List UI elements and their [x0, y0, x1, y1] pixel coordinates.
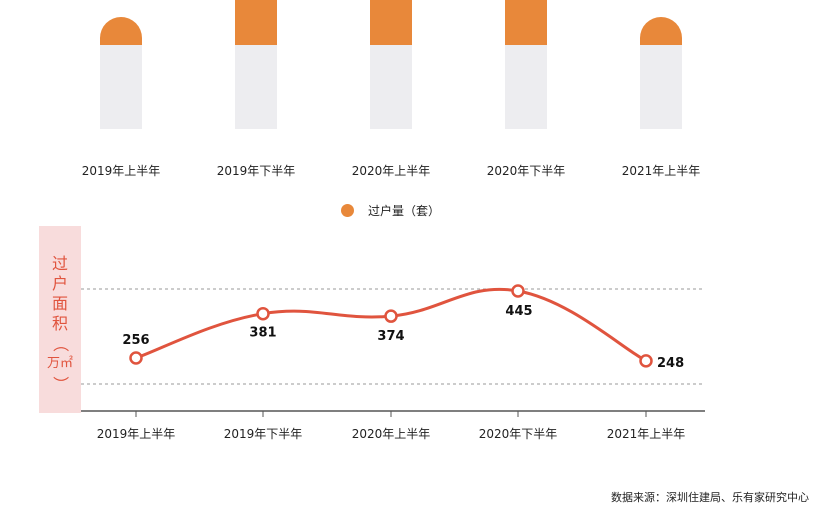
bar-value-label: 28442: [641, 128, 681, 141]
legend-swatch: [341, 203, 354, 217]
bar-category-label: 2019年上半年: [81, 164, 161, 178]
y-axis-label-char: 户: [51, 274, 68, 293]
y-axis-label-char: 积: [51, 314, 68, 333]
x-axis-tick-label: 2019年下半年: [224, 427, 303, 441]
bar-track: [235, 45, 277, 129]
bar: [640, 17, 682, 45]
bar-category-label: 2019年下半年: [216, 164, 296, 178]
bar-value-label: 45989: [236, 128, 276, 141]
data-point: [384, 309, 398, 323]
bar-category-label: 2021年上半年: [621, 164, 701, 178]
data-label: 381: [249, 326, 276, 341]
x-axis-tick-label: 2020年上半年: [352, 427, 431, 441]
data-point: [256, 306, 270, 321]
y-axis-label-box: 过 户 面 积 （ 万㎡ ）: [39, 226, 81, 413]
x-axis-tick-label: 2019年上半年: [97, 427, 176, 441]
y-axis-label-char: 过: [51, 254, 68, 273]
data-label: 248: [657, 356, 684, 371]
y-axis-label-char: 面: [51, 294, 68, 313]
data-label: 445: [505, 304, 532, 319]
data-label: 256: [122, 333, 149, 348]
x-axis-tick-label: 2021年上半年: [607, 427, 686, 441]
bar-value-label: 31160: [101, 128, 141, 141]
bar-value-label: 44000: [371, 128, 411, 141]
legend: 过户量（套）: [341, 202, 440, 218]
data-point: [129, 351, 143, 365]
data-point: [511, 284, 525, 298]
data-label: 374: [377, 329, 404, 344]
bar: [235, 0, 277, 45]
bar-value-label: 51273: [506, 128, 546, 141]
bar-track: [370, 45, 412, 129]
y-axis-label: 过 户 面 积 （ 万㎡ ）: [39, 254, 81, 394]
y-axis-label-unit: 万㎡: [46, 356, 73, 371]
line-chart: 2019年上半年 2019年下半年 2020年上半年 2020年下半年 2021年上半年…: [81, 284, 705, 441]
data-point: [639, 354, 653, 368]
bar: [505, 0, 547, 45]
x-axis-tick-label: 2020年下半年: [479, 427, 558, 441]
bar-track: [505, 45, 547, 129]
bar-track: [100, 45, 142, 129]
bar-category-label: 2020年上半年: [351, 164, 431, 178]
series-line: [135, 287, 647, 363]
legend-label: 过户量（套）: [368, 203, 441, 218]
source-note: 数据来源：深圳住建局、乐有家研究中心: [611, 491, 809, 504]
bar: [100, 16, 142, 45]
bar-category-label: 2020年下半年: [486, 164, 566, 178]
bar-track: [640, 45, 682, 129]
bar: [370, 0, 412, 45]
bar-chart: 31160 2019年上半年 45989 2019年下半年 44000 2020年上半年 5…: [0, 0, 839, 190]
